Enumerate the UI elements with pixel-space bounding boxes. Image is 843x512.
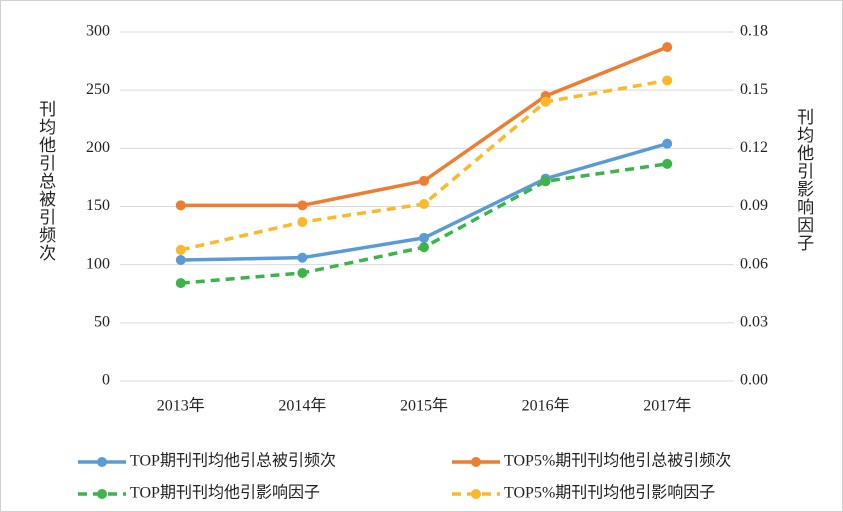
x-tick-label: 2013年: [157, 397, 205, 415]
y-tick-label: 100: [86, 255, 110, 272]
legend-marker: [97, 489, 107, 499]
series-marker: [175, 200, 186, 211]
y-tick-label: 150: [86, 197, 110, 214]
y2-tick-label: 0.00: [740, 372, 768, 389]
y-tick-label: 0: [102, 372, 110, 389]
series-marker: [540, 176, 551, 187]
series-marker: [175, 255, 186, 266]
y-tick-label: 50: [94, 314, 110, 331]
series-marker: [662, 138, 673, 149]
series-marker: [540, 96, 551, 107]
series-marker: [419, 175, 429, 186]
y2-tick-label: 0.15: [740, 81, 768, 98]
series-marker: [662, 42, 673, 53]
y2-axis-label: 刊均他引影响因子: [794, 108, 814, 252]
series-marker: [662, 75, 673, 86]
series-marker: [175, 278, 186, 289]
y2-tick-label: 0.06: [740, 255, 768, 272]
legend-label: TOP5%期刊刊均他引总被引频次: [504, 452, 731, 470]
y2-tick-label: 0.18: [740, 23, 768, 40]
series-marker: [297, 217, 308, 228]
y-tick-label: 200: [86, 139, 110, 156]
legend-marker: [97, 457, 107, 467]
x-tick-label: 2017年: [643, 397, 691, 415]
series-marker: [419, 198, 429, 209]
legend-label: TOP期刊刊均他引影响因子: [130, 484, 320, 502]
series-marker: [419, 242, 429, 253]
series-marker: [297, 252, 308, 263]
y-axis-label: 刊均他引总被引频次: [36, 100, 56, 262]
x-tick-label: 2015年: [400, 397, 448, 415]
y-tick-label: 300: [86, 23, 110, 40]
x-tick-label: 2016年: [522, 397, 570, 415]
y-tick-label: 250: [86, 81, 110, 98]
series-marker: [662, 158, 673, 169]
series-marker: [175, 244, 186, 255]
series-marker: [419, 232, 429, 243]
legend-marker: [471, 457, 481, 467]
y2-tick-label: 0.03: [740, 314, 768, 331]
legend-label: TOP期刊刊均他引总被引频次: [130, 452, 336, 470]
y2-tick-label: 0.09: [740, 197, 768, 214]
y2-tick-label: 0.12: [740, 139, 768, 156]
legend-marker: [471, 489, 481, 499]
x-tick-label: 2014年: [278, 397, 326, 415]
series-marker: [297, 200, 308, 211]
series-marker: [297, 268, 308, 279]
legend-label: TOP5%期刊刊均他引影响因子: [504, 484, 715, 502]
